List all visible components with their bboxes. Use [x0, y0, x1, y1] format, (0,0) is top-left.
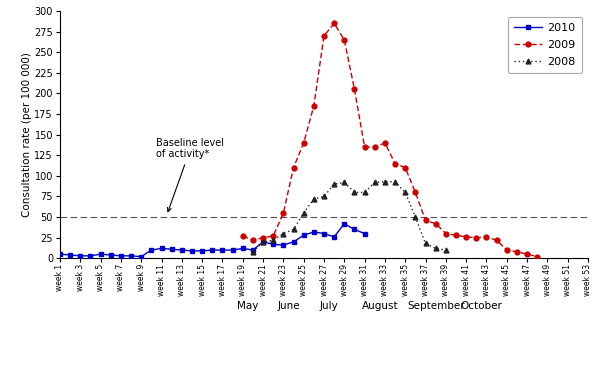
2010	[188, 249, 196, 253]
2008	[442, 248, 449, 252]
2009	[331, 21, 338, 25]
2010	[259, 239, 266, 244]
2010	[361, 231, 368, 236]
2008	[432, 246, 439, 251]
2008	[361, 190, 368, 194]
2010	[239, 246, 247, 251]
2010	[137, 255, 145, 259]
2010	[97, 252, 104, 256]
2009	[533, 255, 541, 259]
2009	[432, 221, 439, 226]
2009	[473, 235, 480, 240]
2009	[239, 234, 247, 238]
2009	[290, 165, 297, 170]
Line: 2010: 2010	[58, 221, 367, 259]
2008	[382, 179, 389, 184]
2010	[229, 248, 236, 252]
2010	[107, 253, 115, 257]
2009	[401, 165, 409, 170]
2010	[178, 248, 185, 252]
2010	[209, 248, 216, 252]
2008	[310, 197, 317, 201]
2010	[219, 248, 226, 252]
2010	[290, 239, 297, 244]
Line: 2009: 2009	[241, 21, 539, 259]
2009	[483, 235, 490, 239]
2010	[118, 254, 125, 258]
2010	[168, 247, 175, 251]
2008	[412, 215, 419, 219]
2008	[259, 239, 266, 244]
2009	[300, 141, 307, 145]
2009	[310, 104, 317, 108]
2009	[341, 38, 348, 42]
2008	[280, 231, 287, 236]
2010	[310, 230, 317, 234]
2010	[250, 248, 257, 252]
Text: October: October	[460, 301, 502, 311]
2010	[77, 254, 84, 258]
2009	[493, 238, 500, 242]
2010	[148, 248, 155, 252]
2009	[442, 231, 449, 236]
2008	[250, 249, 257, 254]
Text: May: May	[237, 301, 259, 311]
2010	[351, 227, 358, 232]
2010	[87, 254, 94, 258]
2009	[250, 238, 257, 242]
2009	[361, 145, 368, 149]
2009	[382, 141, 389, 145]
Text: June: June	[277, 301, 300, 311]
2010	[320, 231, 328, 236]
2010	[199, 249, 206, 253]
2008	[320, 194, 328, 199]
Text: July: July	[320, 301, 338, 311]
2010	[300, 233, 307, 237]
2009	[391, 161, 398, 166]
2008	[331, 182, 338, 186]
2010	[67, 253, 74, 257]
Legend: 2010, 2009, 2008: 2010, 2009, 2008	[508, 17, 583, 73]
2009	[280, 211, 287, 215]
Text: Baseline level
of activity*: Baseline level of activity*	[157, 138, 224, 212]
2009	[259, 235, 266, 240]
Line: 2008: 2008	[250, 179, 448, 254]
2010	[127, 254, 134, 258]
2010	[341, 221, 348, 226]
Text: August: August	[362, 301, 398, 311]
2008	[290, 227, 297, 232]
2008	[422, 241, 429, 246]
2008	[300, 211, 307, 215]
2010	[56, 252, 64, 256]
2008	[401, 190, 409, 194]
2010	[280, 243, 287, 247]
2009	[371, 145, 379, 149]
2008	[351, 190, 358, 194]
2009	[269, 234, 277, 238]
2009	[503, 248, 511, 252]
2009	[412, 190, 419, 194]
2009	[463, 235, 470, 239]
2009	[351, 87, 358, 92]
2009	[523, 252, 530, 256]
2010	[331, 235, 338, 239]
Text: September: September	[407, 301, 464, 311]
Y-axis label: Consultation rate (per 100 000): Consultation rate (per 100 000)	[22, 52, 32, 217]
2009	[452, 233, 460, 237]
2008	[341, 180, 348, 185]
2008	[391, 179, 398, 184]
2009	[320, 34, 328, 38]
2008	[269, 238, 277, 242]
2010	[158, 246, 165, 251]
2010	[269, 242, 277, 246]
2009	[422, 218, 429, 223]
2008	[371, 180, 379, 185]
2009	[514, 249, 521, 254]
